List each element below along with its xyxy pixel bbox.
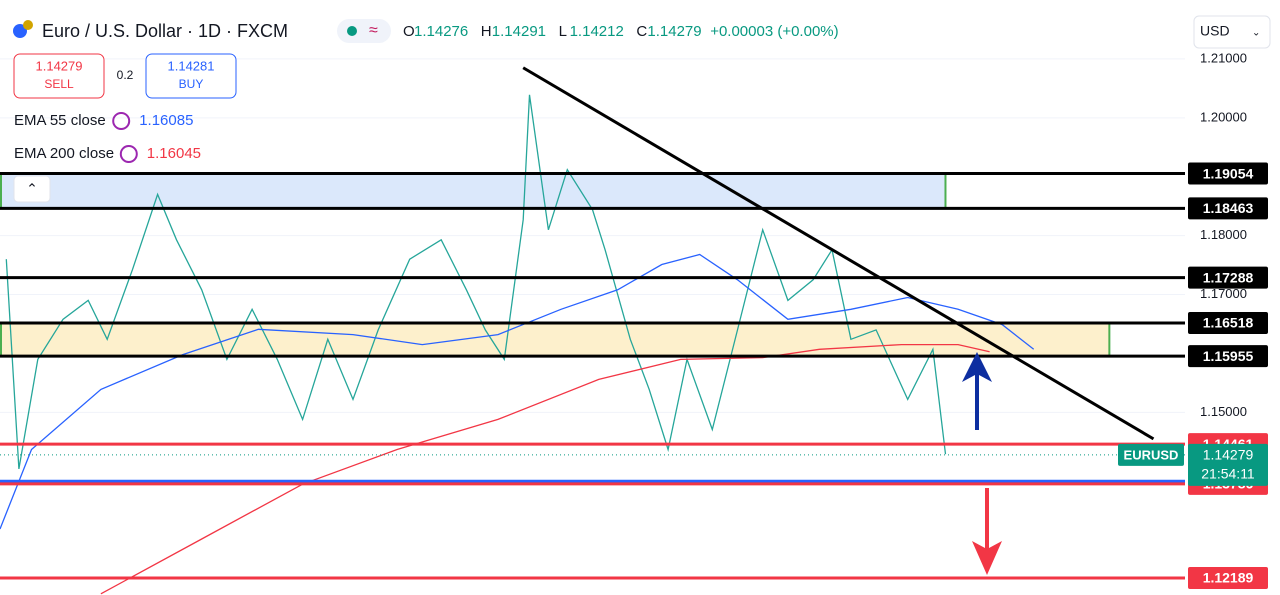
currency: USD: [1200, 23, 1230, 39]
level-label: 1.17288: [1203, 269, 1254, 285]
sell-label: SELL: [44, 77, 74, 91]
collapse-icon: ⌃: [26, 181, 38, 197]
level-label-box: [1188, 311, 1268, 334]
y-tick-label: 1.18000: [1200, 227, 1247, 242]
level-label-box: [1188, 197, 1268, 220]
buy-price: 1.14281: [168, 58, 215, 73]
symbol-icon: [23, 20, 33, 30]
level-label: 1.16518: [1203, 315, 1254, 331]
dropdown-icon: ⌄: [1252, 28, 1260, 39]
collapse-button[interactable]: [13, 175, 51, 203]
last-price-box: [1188, 443, 1268, 486]
ohlc-key: O: [403, 23, 415, 40]
series-line: [0, 253, 1035, 530]
plot: [0, 58, 1185, 595]
change: +0.00003 (+0.00%): [710, 23, 838, 40]
level-label: 1.12189: [1203, 570, 1254, 586]
series-line: [100, 343, 990, 595]
trendline: [522, 66, 1155, 441]
price-axis: [1186, 0, 1280, 595]
currency-select[interactable]: [1193, 15, 1271, 49]
zone: [0, 321, 1111, 358]
buy-button[interactable]: [145, 53, 237, 99]
legend-name: EMA 200 close: [14, 145, 114, 162]
ohlc-value: 1.14291: [492, 23, 546, 40]
symbol-box: [1118, 443, 1184, 466]
y-tick-label: 1.20000: [1200, 109, 1247, 124]
sell-button[interactable]: [13, 53, 105, 99]
sell-price: 1.14279: [36, 58, 83, 73]
level-label: 1.19054: [1203, 165, 1254, 181]
ohlc-key: H: [481, 23, 492, 40]
countdown: 21:54:11: [1201, 466, 1255, 482]
symbol-icon: [13, 24, 27, 38]
level-label-box: [1188, 266, 1268, 289]
up-arrow: [962, 352, 992, 430]
level-label: 1.18463: [1203, 200, 1254, 216]
level-label: 1.15955: [1203, 348, 1254, 364]
level-label-box: [1188, 345, 1268, 368]
ohlc-value: 1.14212: [570, 23, 624, 40]
ohlc-key: L: [559, 23, 567, 40]
y-tick-label: 1.21000: [1200, 50, 1247, 65]
status-icon: ≈: [369, 22, 378, 39]
legend-value: 1.16045: [147, 145, 201, 162]
down-arrow: [972, 488, 1002, 575]
legend-value: 1.16085: [139, 112, 193, 129]
legend-icon: [112, 112, 131, 130]
legend-icon: [119, 145, 138, 163]
ohlc-value: 1.14276: [414, 23, 468, 40]
ohlc-key: C: [636, 23, 647, 40]
spread: 0.2: [117, 68, 134, 82]
buy-label: BUY: [179, 77, 204, 91]
y-tick-label: 1.17000: [1200, 286, 1247, 301]
last-price-label: 1.14279: [1203, 447, 1254, 463]
symbol-label: EURUSD: [1124, 447, 1179, 462]
level-label-box: [1188, 566, 1268, 589]
y-tick-label: 1.15000: [1200, 404, 1247, 419]
symbol-title: Euro / U.S. Dollar · 1D · FXCM: [42, 21, 288, 41]
header: Euro / U.S. Dollar · 1D · FXCM ≈ O 1.1427…: [13, 15, 1271, 203]
ohlc-value: 1.14279: [647, 23, 701, 40]
zone: [0, 172, 947, 210]
legend-name: EMA 55 close: [14, 112, 106, 129]
series-line: [5, 94, 947, 470]
status-dot: [347, 26, 357, 36]
level-label-box: [1188, 162, 1268, 185]
axis: 1.21000 1.20000 1.18000 1.17000 1.15000 1.190…: [1118, 50, 1268, 589]
status-pill[interactable]: [337, 19, 391, 43]
